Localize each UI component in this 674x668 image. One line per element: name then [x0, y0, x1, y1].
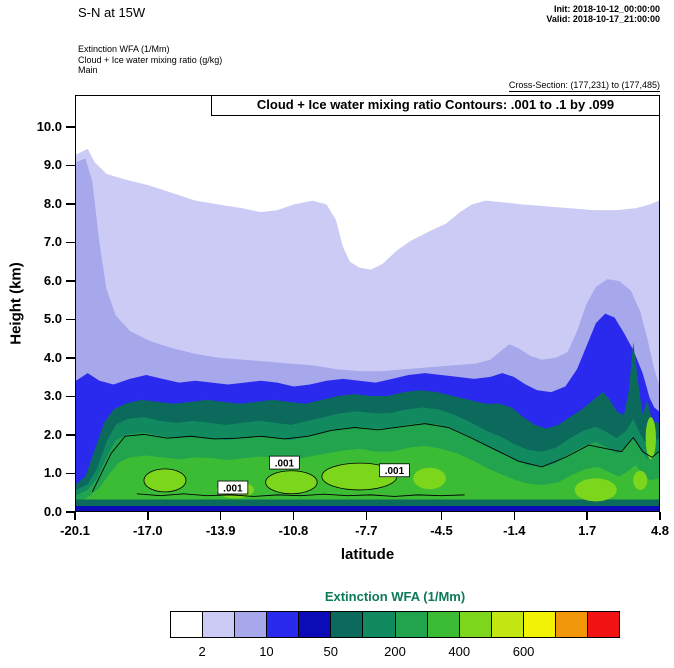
colorbar	[170, 611, 620, 638]
colorbar-cell-1	[202, 612, 235, 637]
colorbar-cell-8	[426, 612, 459, 637]
y-tick-label: 3.0	[43, 388, 62, 404]
extinction-blob-5	[574, 478, 617, 502]
y-tick-label: 9.0	[43, 157, 62, 173]
cross-section-plot: .001 .001 .001	[75, 95, 660, 512]
y-tick-label: 6.0	[43, 272, 62, 288]
contour-canvas: .001 .001 .001	[76, 148, 659, 511]
x-tick-mark	[440, 512, 443, 520]
colorbar-tick-label: 10	[259, 644, 274, 659]
colorbar-tick-label: 200	[384, 644, 406, 659]
extinction-blob-4	[413, 467, 446, 490]
colorbar-cell-11	[522, 612, 555, 637]
colorbar-cell-13	[587, 612, 620, 637]
y-tick-mark	[66, 203, 75, 205]
extinction-blob-7	[633, 470, 648, 490]
surface-strip-1	[76, 506, 659, 511]
contour-label-box-2	[379, 463, 410, 478]
mixing-ratio-contour-1	[136, 493, 465, 497]
x-tick-label: 1.7	[578, 523, 597, 538]
field-legend: Extinction WFA (1/Mm) Cloud + Ice water …	[78, 44, 222, 76]
x-tick-mark	[219, 512, 222, 520]
x-tick-mark	[74, 512, 76, 520]
x-tick-mark	[586, 512, 588, 520]
y-tick-mark	[66, 280, 75, 282]
y-tick-label: 0.0	[43, 504, 62, 519]
contour-title-box: Cloud + Ice water mixing ratio Contours:…	[211, 95, 660, 116]
colorbar-cell-10	[490, 612, 523, 637]
legend-line-domain: Main	[78, 65, 98, 75]
mixing-ratio-contour-0	[91, 423, 659, 492]
x-tick-label: -7.7	[355, 523, 378, 538]
colorbar-cell-12	[554, 612, 588, 637]
y-tick-label: 7.0	[43, 234, 62, 250]
y-tick-label: 2.0	[43, 426, 62, 442]
legend-line-extinction: Extinction WFA (1/Mm)	[78, 44, 170, 54]
colorbar-cell-7	[394, 612, 427, 637]
valid-timestamp: Valid: 2018-10-17_21:00:00	[546, 14, 660, 24]
contour-label-text-2: .001	[385, 466, 405, 477]
y-tick-label: 4.0	[43, 349, 62, 365]
colorbar-cell-6	[362, 612, 395, 637]
colorbar-cell-0	[171, 612, 203, 637]
y-tick-mark	[66, 434, 75, 436]
contour-label-box-0	[217, 480, 249, 495]
x-axis-label: latitude	[340, 546, 395, 563]
y-tick-label: 1.0	[43, 465, 62, 481]
colorbar-tick-label: 2	[198, 644, 206, 659]
x-tick-mark	[365, 512, 368, 520]
y-tick-mark	[66, 357, 75, 359]
page-title: S-N at 15W	[78, 5, 146, 20]
x-tick-label: -10.8	[278, 523, 309, 538]
contour-label-text-1: .001	[275, 459, 295, 470]
x-tick-mark	[659, 512, 661, 520]
y-tick-label: 5.0	[43, 311, 62, 327]
extinction-blob-6	[645, 417, 656, 460]
colorbar-cell-5	[330, 612, 363, 637]
x-tick-label: -4.5	[430, 523, 453, 538]
x-tick-mark	[292, 512, 295, 520]
colorbar-cell-4	[298, 612, 331, 637]
colorbar-title: Extinction WFA (1/Mm)	[324, 589, 466, 604]
init-timestamp: Init: 2018-10-12_00:00:00	[553, 4, 660, 14]
y-tick-label: 8.0	[43, 195, 62, 211]
y-tick-mark	[66, 241, 75, 244]
x-tick-mark	[513, 512, 516, 520]
colorbar-tick-label: 600	[512, 644, 535, 659]
y-tick-mark	[66, 126, 75, 128]
y-tick-mark	[66, 164, 75, 167]
x-tick-label: -17.0	[133, 523, 163, 538]
colorbar-cell-2	[234, 612, 267, 637]
colorbar-cell-3	[266, 612, 299, 637]
x-tick-mark	[147, 512, 149, 520]
cross-section-info: Cross-Section: (177,231) to (177,485)	[508, 80, 660, 92]
x-tick-label: -20.1	[60, 523, 90, 538]
colorbar-tick-label: 400	[448, 644, 471, 659]
y-tick-mark	[66, 472, 75, 475]
contour-label-box-1	[269, 455, 300, 470]
extinction-blob-2	[265, 470, 318, 495]
x-tick-label: -13.9	[205, 523, 236, 538]
extinction-blob-0	[143, 468, 187, 493]
y-tick-label: 10.0	[36, 118, 62, 134]
contour-label-text-0: .001	[223, 483, 243, 494]
x-tick-label: -1.4	[503, 523, 526, 538]
y-tick-mark	[66, 511, 75, 513]
x-tick-label: 4.8	[650, 523, 670, 538]
y-tick-mark	[66, 395, 75, 398]
surface-strip-0	[76, 499, 659, 511]
y-tick-mark	[66, 318, 75, 321]
colorbar-tick-label: 50	[323, 644, 338, 659]
legend-line-cloud-ice: Cloud + Ice water mixing ratio (g/kg)	[78, 54, 223, 65]
colorbar-cell-9	[458, 612, 491, 637]
